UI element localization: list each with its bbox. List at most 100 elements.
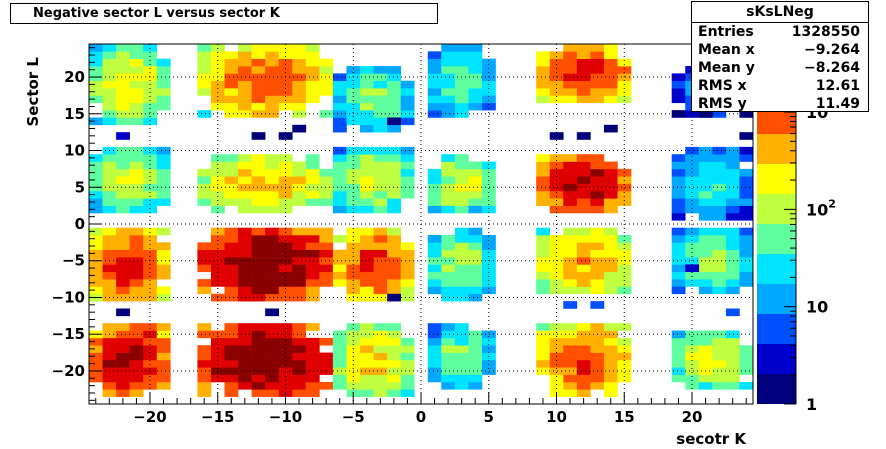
heatmap-cell bbox=[712, 205, 727, 214]
heatmap-cell bbox=[265, 183, 280, 192]
heatmap-cell bbox=[278, 44, 293, 52]
heatmap-cell bbox=[563, 154, 578, 162]
heatmap-cell bbox=[116, 293, 130, 302]
heatmap-cell bbox=[116, 381, 130, 390]
heatmap-cell bbox=[360, 257, 374, 265]
heatmap-cell bbox=[441, 242, 456, 251]
heatmap-cell bbox=[265, 293, 280, 302]
heatmap-cell bbox=[129, 73, 144, 82]
heatmap-cell bbox=[563, 95, 578, 104]
heatmap-cell bbox=[387, 73, 401, 82]
heatmap-cell bbox=[725, 242, 740, 251]
heatmap-cell bbox=[590, 337, 605, 346]
heatmap-cell bbox=[441, 257, 456, 265]
heatmap-cell bbox=[454, 154, 469, 162]
heatmap-cell bbox=[685, 242, 700, 251]
heatmap-cell bbox=[536, 359, 551, 368]
heatmap-cell bbox=[563, 44, 578, 52]
heatmap-cell bbox=[102, 190, 117, 199]
heatmap-cell bbox=[292, 330, 307, 339]
stats-label: Mean y bbox=[698, 60, 755, 76]
heatmap-cell bbox=[373, 345, 388, 353]
heatmap-cell bbox=[549, 95, 564, 104]
y-tick-label: 5 bbox=[75, 178, 85, 196]
x-tick-label: 15 bbox=[614, 408, 635, 426]
heatmap-cell bbox=[441, 323, 456, 331]
heatmap-cell bbox=[305, 58, 320, 67]
heatmap-cell bbox=[617, 235, 632, 243]
heatmap-cell bbox=[238, 249, 252, 258]
heatmap-cell bbox=[468, 359, 483, 368]
heatmap-cell bbox=[685, 381, 700, 390]
heatmap-cell bbox=[360, 205, 374, 214]
heatmap-cell bbox=[468, 168, 483, 177]
heatmap-cell bbox=[332, 264, 347, 273]
heatmap-cell bbox=[292, 279, 307, 287]
heatmap-cell bbox=[712, 286, 727, 295]
heatmap-cell bbox=[129, 183, 144, 192]
heatmap-cell bbox=[441, 190, 456, 199]
y-axis: −20 −15 −10 −5 0 5 10 15 20 bbox=[52, 47, 101, 401]
heatmap-cell bbox=[671, 337, 686, 346]
heatmap-cell bbox=[332, 352, 347, 361]
heatmap-cell bbox=[116, 146, 130, 155]
heatmap-cell bbox=[156, 323, 171, 331]
x-tick-label: −15 bbox=[201, 408, 234, 426]
heatmap-cell bbox=[576, 323, 591, 331]
heatmap-cell bbox=[360, 359, 374, 368]
heatmap-cell bbox=[332, 190, 347, 199]
heatmap-cell bbox=[224, 271, 239, 280]
heatmap-cell bbox=[278, 235, 293, 243]
heatmap-cell bbox=[102, 337, 117, 346]
heatmap-cell bbox=[468, 293, 483, 302]
heatmap-cell bbox=[427, 242, 442, 251]
heatmap-cell bbox=[454, 51, 469, 59]
heatmap-cell bbox=[712, 176, 727, 184]
heatmap-cell bbox=[387, 257, 401, 265]
heatmap-cell bbox=[278, 249, 293, 258]
heatmap-cell bbox=[373, 242, 388, 251]
heatmap-cell bbox=[346, 242, 361, 251]
heatmap-cell bbox=[590, 58, 605, 67]
heatmap-cell bbox=[468, 80, 483, 89]
heatmap-cell bbox=[576, 73, 591, 82]
heatmap-cell bbox=[197, 330, 212, 339]
heatmap-cell bbox=[671, 345, 686, 353]
heatmap-cell bbox=[116, 337, 130, 346]
heatmap-cell bbox=[427, 168, 442, 177]
heatmap-cell bbox=[265, 381, 280, 390]
heatmap-cell bbox=[427, 95, 442, 104]
heatmap-cell bbox=[387, 66, 401, 74]
heatmap-cell bbox=[251, 264, 266, 273]
heatmap-cell bbox=[319, 249, 334, 258]
heatmap-cell bbox=[725, 367, 740, 375]
heatmap-cell bbox=[89, 352, 103, 361]
stats-value: 11.49 bbox=[815, 96, 860, 112]
heatmap-cell bbox=[441, 183, 456, 192]
heatmap-cell bbox=[278, 323, 293, 331]
heatmap-cell bbox=[387, 190, 401, 199]
heatmap-cell bbox=[549, 73, 564, 82]
heatmap-cell bbox=[549, 183, 564, 192]
heatmap-cell bbox=[549, 323, 564, 331]
heatmap-cell bbox=[346, 235, 361, 243]
heatmap-cell bbox=[265, 249, 280, 258]
heatmap-cell bbox=[563, 301, 578, 309]
heatmap-cell bbox=[373, 80, 388, 89]
heatmap-cell bbox=[129, 264, 144, 273]
heatmap-cell bbox=[739, 271, 754, 280]
heatmap-cell bbox=[346, 66, 361, 74]
heatmap-cell bbox=[468, 161, 483, 170]
heatmap-cell bbox=[89, 359, 103, 368]
heatmap-cell bbox=[441, 337, 456, 346]
heatmap-cell bbox=[590, 345, 605, 353]
heatmap-cell bbox=[210, 235, 225, 243]
heatmap-cell bbox=[102, 381, 117, 390]
heatmap-cell bbox=[197, 80, 212, 89]
heatmap-cell bbox=[319, 271, 334, 280]
heatmap-cell bbox=[102, 102, 117, 111]
heatmap-cell bbox=[671, 271, 686, 280]
heatmap-cell bbox=[224, 381, 239, 390]
heatmap-cell bbox=[238, 183, 252, 192]
heatmap-cell bbox=[89, 80, 103, 89]
